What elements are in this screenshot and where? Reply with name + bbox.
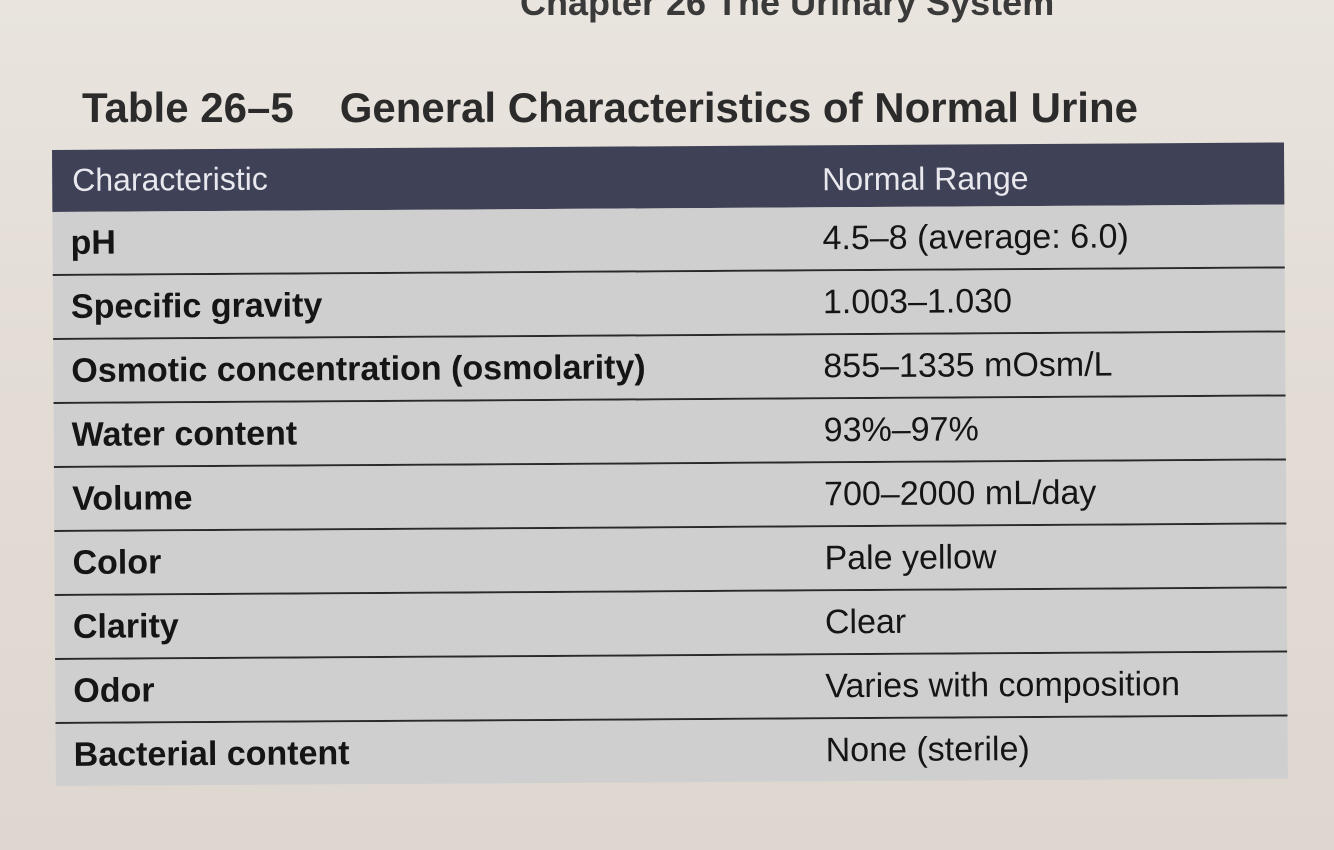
- cell-characteristic: Specific gravity: [70, 286, 323, 326]
- cell-characteristic: Volume: [72, 479, 193, 518]
- cell-characteristic: Clarity: [72, 607, 179, 646]
- cell-characteristic: pH: [70, 223, 117, 262]
- cell-normal-range: 855–1335 mOsm/L: [823, 345, 1113, 386]
- table-body: pH 4.5–8 (average: 6.0) Specific gravity 1.…: [52, 204, 1288, 786]
- table-row: pH 4.5–8 (average: 6.0): [52, 204, 1285, 276]
- characteristics-table: Characteristic Normal Range pH 4.5–8 (ave…: [52, 142, 1288, 786]
- cell-normal-range: 700–2000 mL/day: [824, 473, 1097, 514]
- cell-normal-range: 93%–97%: [823, 410, 979, 450]
- table-row: Osmotic concentration (osmolarity) 855–13…: [53, 332, 1286, 404]
- table-title: Table 26–5 General Characteristics of Nor…: [82, 84, 1138, 132]
- cell-normal-range: None (sterile): [825, 730, 1030, 770]
- table-row: Specific gravity 1.003–1.030: [52, 268, 1286, 340]
- cell-normal-range: Clear: [824, 602, 907, 642]
- table-row: Color Pale yellow: [54, 524, 1287, 596]
- table-row: Odor Varies with composition: [55, 652, 1288, 724]
- cell-characteristic: Water content: [71, 414, 298, 454]
- running-head: Chapter 26 The Urinary System: [520, 0, 1055, 23]
- table-header: Characteristic Normal Range: [52, 142, 1285, 212]
- cell-characteristic: Color: [72, 543, 162, 582]
- table-row: Water content 93%–97%: [53, 396, 1286, 468]
- cell-normal-range: Pale yellow: [824, 538, 997, 578]
- cell-normal-range: 4.5–8 (average: 6.0): [822, 217, 1129, 258]
- header-characteristic: Characteristic: [72, 160, 268, 198]
- table-row: Bacterial content None (sterile): [55, 716, 1288, 786]
- table-caption: General Characteristics of Normal Urine: [339, 84, 1138, 131]
- cell-normal-range: Varies with composition: [825, 665, 1181, 706]
- header-normal-range: Normal Range: [822, 160, 1029, 198]
- cell-characteristic: Odor: [73, 671, 155, 710]
- table-row: Volume 700–2000 mL/day: [53, 460, 1287, 532]
- cell-characteristic: Osmotic concentration (osmolarity): [71, 348, 646, 390]
- cell-normal-range: 1.003–1.030: [822, 282, 1013, 322]
- table-row: Clarity Clear: [54, 588, 1288, 660]
- table-number: Table 26–5: [82, 84, 294, 131]
- cell-characteristic: Bacterial content: [73, 734, 350, 774]
